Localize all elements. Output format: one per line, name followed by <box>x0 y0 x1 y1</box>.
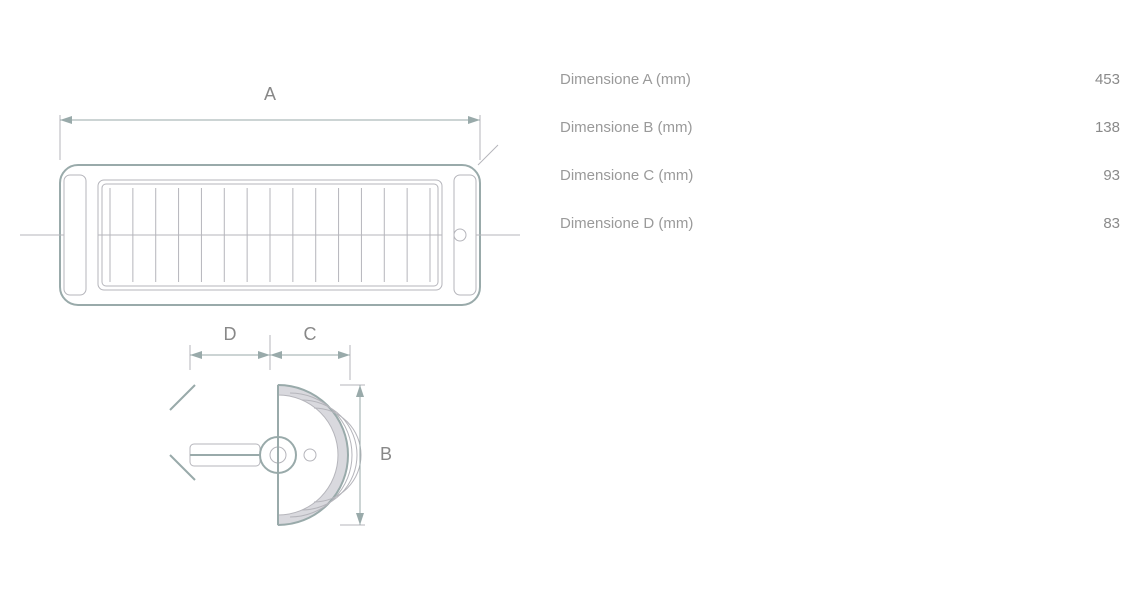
dimension-a: A <box>60 84 480 160</box>
dimension-b-label: B <box>380 444 392 464</box>
side-view <box>170 385 365 525</box>
spec-label: Dimensione A (mm) <box>560 71 691 88</box>
dimension-a-label: A <box>264 84 276 104</box>
spec-value: 453 <box>1095 71 1120 88</box>
spec-value: 83 <box>1103 215 1120 232</box>
front-view <box>20 145 520 305</box>
dimension-d-label: D <box>224 324 237 344</box>
spec-label: Dimensione D (mm) <box>560 215 693 232</box>
spec-row: Dimensione C (mm) 93 <box>560 151 1120 199</box>
spec-label: Dimensione C (mm) <box>560 167 693 184</box>
dimension-c-label: C <box>304 324 317 344</box>
spec-label: Dimensione B (mm) <box>560 119 693 136</box>
technical-drawing: A <box>20 60 520 580</box>
spec-value: 138 <box>1095 119 1120 136</box>
dimension-dc: D C <box>190 324 350 380</box>
spec-row: Dimensione A (mm) 453 <box>560 55 1120 103</box>
dimension-spec-table: Dimensione A (mm) 453 Dimensione B (mm) … <box>560 55 1120 247</box>
spec-value: 93 <box>1103 167 1120 184</box>
spec-row: Dimensione B (mm) 138 <box>560 103 1120 151</box>
page: A <box>0 0 1141 602</box>
spec-row: Dimensione D (mm) 83 <box>560 199 1120 247</box>
